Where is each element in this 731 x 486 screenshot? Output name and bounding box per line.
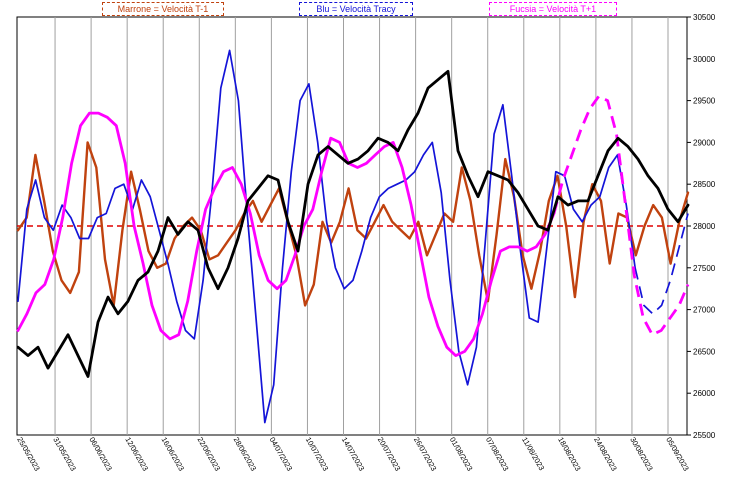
series-group xyxy=(16,49,690,424)
x-tick-label: 05/09/2023 xyxy=(664,436,691,473)
y-tick-label: 27000 xyxy=(693,306,716,315)
y-tick-label: 29500 xyxy=(693,97,716,106)
x-tick-label: 16/06/2023 xyxy=(159,436,186,473)
x-tick-label: 04/07/2023 xyxy=(268,436,295,473)
x-tick-label: 06/06/2023 xyxy=(87,436,114,473)
x-tick-label: 20/07/2023 xyxy=(376,436,403,473)
series-line-black xyxy=(16,69,690,378)
x-axis-ticks: 25/05/2023 31/05/2023 06/06/2023 12/06/2023… xyxy=(15,436,691,473)
x-tick-label: 12/06/2023 xyxy=(123,436,150,473)
x-tick-label: 01/08/2023 xyxy=(448,436,475,473)
series-line-marrone xyxy=(16,141,690,307)
x-tick-label: 18/08/2023 xyxy=(556,436,583,473)
y-tick-label: 28000 xyxy=(693,222,716,231)
y-tick-label: 27500 xyxy=(693,264,716,273)
series-line-blu xyxy=(17,49,636,424)
y-tick-label: 28500 xyxy=(693,180,716,189)
x-tick-label: 26/07/2023 xyxy=(412,436,439,473)
legend-marrone: Marrone = Velocità T-1 xyxy=(102,2,224,16)
x-tick-label: 11/08/2023 xyxy=(520,436,546,473)
x-tick-label: 24/08/2023 xyxy=(592,436,619,473)
y-tick-label: 26000 xyxy=(693,389,716,398)
y-axis-ticks: 25500 26000 26500 27000 27500 28000 28500 29000… xyxy=(687,13,716,440)
x-tick-label: 10/07/2023 xyxy=(304,436,331,473)
y-tick-label: 30000 xyxy=(693,55,716,64)
x-tick-label: 25/05/2023 xyxy=(15,436,42,473)
x-tick-label: 31/05/2023 xyxy=(51,436,78,473)
x-tick-label: 30/08/2023 xyxy=(628,436,655,473)
x-tick-label: 14/07/2023 xyxy=(340,436,367,473)
y-tick-label: 26500 xyxy=(693,347,716,356)
x-tick-label: 07/08/2023 xyxy=(484,436,511,473)
y-tick-label: 29000 xyxy=(693,138,716,147)
x-tick-label: 28/06/2023 xyxy=(232,436,259,473)
series-line-fucsia xyxy=(16,111,556,357)
y-tick-label: 25500 xyxy=(693,431,716,440)
y-tick-label: 30500 xyxy=(693,13,716,22)
x-tick-label: 22/06/2023 xyxy=(196,436,223,473)
legend-blu: Blu = Velocità Tracy xyxy=(299,2,413,16)
legend-fucsia: Fucsia = Velocità T+1 xyxy=(489,2,617,16)
series-line-blu-projection xyxy=(634,213,689,315)
